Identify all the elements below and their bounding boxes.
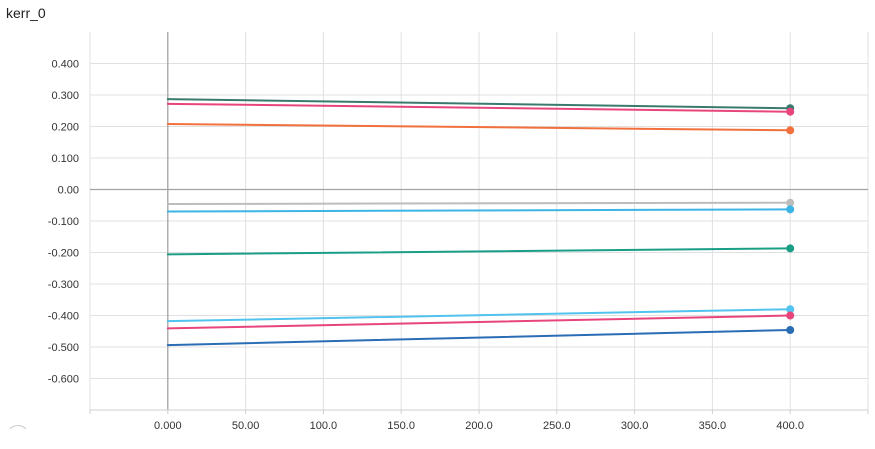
series-line-6 <box>166 247 792 256</box>
y-tick-label: -0.300 <box>48 279 79 291</box>
axes-layer <box>89 32 869 414</box>
series-line-5 <box>166 208 792 213</box>
grid-layer <box>89 32 869 410</box>
x-tick-label: 300.0 <box>621 420 649 432</box>
chart-title: kerr_0 <box>6 5 46 21</box>
y-tick-label: -0.600 <box>48 374 79 386</box>
line-chart: 0.400 0.300 0.200 0.100 0.00 -0.100 -0.200 -0.3… <box>48 32 869 432</box>
x-tick-label: 200.0 <box>465 420 493 432</box>
y-tick-label: 0.200 <box>51 122 79 134</box>
series-endpoint-6[interactable] <box>786 244 795 253</box>
x-tick-labels: 0.000 50.00 100.0 150.0 200.0 250.0 300.0 350.0… <box>154 420 804 432</box>
y-tick-label: 0.400 <box>51 59 79 71</box>
series-line-8 <box>166 314 792 330</box>
y-tick-label: 0.100 <box>51 153 79 165</box>
series-endpoint-5[interactable] <box>786 205 795 214</box>
y-tick-label: 0.300 <box>51 90 79 102</box>
x-tick-label: 350.0 <box>699 420 727 432</box>
x-tick-label: 250.0 <box>543 420 571 432</box>
series-line-9 <box>166 328 792 347</box>
y-tick-label: -0.200 <box>48 248 79 260</box>
y-tick-label: -0.100 <box>48 216 79 228</box>
x-tick-label: 50.00 <box>232 420 260 432</box>
x-tick-label: 100.0 <box>310 420 338 432</box>
series-endpoint-8[interactable] <box>786 311 795 320</box>
x-tick-label: 400.0 <box>776 420 804 432</box>
expand-toggle-icon[interactable] <box>6 425 30 449</box>
series-endpoint-4[interactable] <box>786 198 795 207</box>
series-endpoint-7[interactable] <box>786 305 795 314</box>
series-endpoint-9[interactable] <box>786 325 795 334</box>
y-tick-label: -0.500 <box>48 342 79 354</box>
y-tick-labels: 0.400 0.300 0.200 0.100 0.00 -0.100 -0.200 -0.3… <box>48 59 79 386</box>
series-endpoint-3[interactable] <box>786 126 795 135</box>
series-line-1 <box>166 98 792 110</box>
series-endpoint-2[interactable] <box>786 107 795 116</box>
series-layer <box>166 98 795 347</box>
series-line-2 <box>166 102 792 113</box>
series-line-7 <box>166 308 792 323</box>
series-line-4 <box>166 201 792 205</box>
y-tick-label: -0.400 <box>48 311 79 323</box>
x-tick-label: 0.000 <box>154 420 182 432</box>
x-tick-label: 150.0 <box>387 420 415 432</box>
y-tick-label: 0.00 <box>58 185 79 197</box>
series-line-3 <box>166 122 792 132</box>
